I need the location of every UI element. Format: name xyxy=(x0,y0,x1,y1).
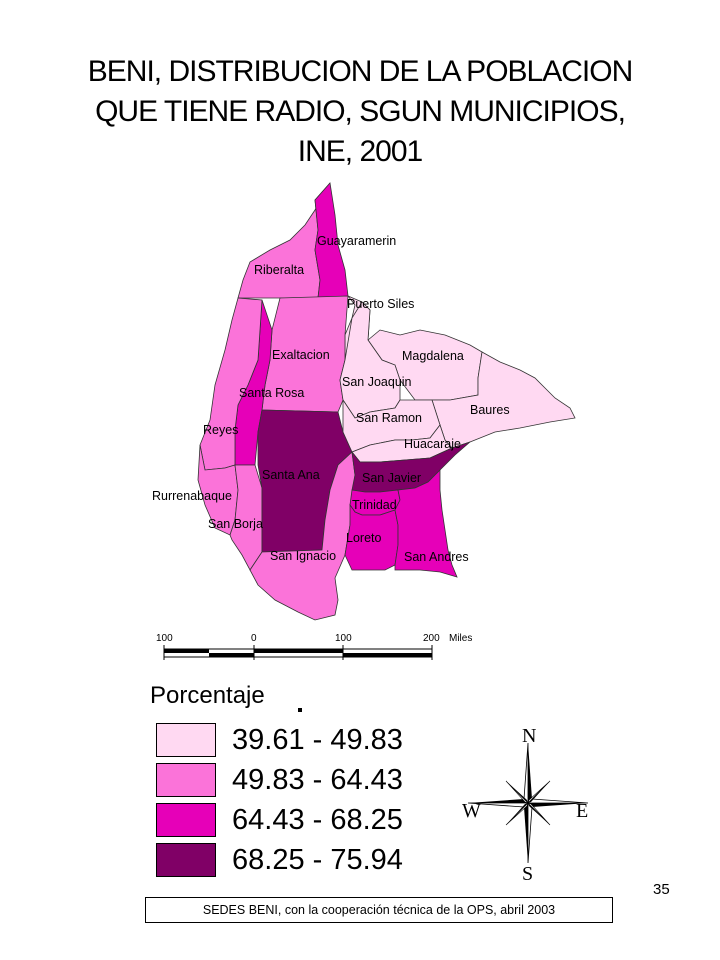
label-san-javier: San Javier xyxy=(362,471,421,485)
label-magdalena: Magdalena xyxy=(402,349,464,363)
legend-dot xyxy=(298,708,302,712)
label-riberalta: Riberalta xyxy=(254,263,304,277)
page-number: 35 xyxy=(653,881,670,898)
label-santa-rosa: Santa Rosa xyxy=(239,386,304,400)
scale-unit: Miles xyxy=(449,633,472,644)
scale-label-100-right: 100 xyxy=(335,633,352,644)
scale-label-200: 200 xyxy=(423,633,440,644)
label-san-ignacio: San Ignacio xyxy=(270,549,336,563)
legend-swatch-2 xyxy=(156,763,216,797)
scale-label-100-left: 100 xyxy=(156,633,173,644)
compass-n: N xyxy=(522,725,536,747)
legend-range-2: 49.83 - 64.43 xyxy=(232,764,403,796)
compass-w: W xyxy=(462,800,481,822)
label-santa-ana: Santa Ana xyxy=(262,468,320,482)
label-san-ramon: San Ramon xyxy=(356,411,422,425)
label-baures: Baures xyxy=(470,403,510,417)
legend-range-1: 39.61 - 49.83 xyxy=(232,724,403,756)
region-san-borja[interactable] xyxy=(229,464,263,571)
label-san-joaquin: San Joaquin xyxy=(342,375,412,389)
municipality-polygons xyxy=(197,182,576,621)
compass-e: E xyxy=(576,800,588,822)
legend-swatch-3 xyxy=(156,803,216,837)
compass-rose xyxy=(467,742,589,864)
scale-bar: 100 0 100 200 Miles xyxy=(156,633,472,660)
legend-range-4: 68.25 - 75.94 xyxy=(232,844,403,876)
region-san-andres[interactable] xyxy=(394,469,458,578)
label-reyes: Reyes xyxy=(203,423,238,437)
source-credit: SEDES BENI, con la cooperación técnica d… xyxy=(145,897,613,923)
legend-range-3: 64.43 - 68.25 xyxy=(232,804,403,836)
compass-s: S xyxy=(522,863,533,885)
legend-swatch-1 xyxy=(156,723,216,757)
label-rurrenabaque: Rurrenabaque xyxy=(152,489,232,503)
map-title-line-3: INE, 2001 xyxy=(297,135,423,168)
municipality-labels: Guayaramerin Riberalta Puerto Siles Exal… xyxy=(152,234,510,564)
label-exaltacion: Exaltacion xyxy=(272,348,330,362)
legend-swatch-4 xyxy=(156,843,216,877)
map-title-line-2: QUE TIENE RADIO, SGUN MUNICIPIOS, xyxy=(95,95,626,128)
label-san-borja: San Borja xyxy=(208,517,263,531)
label-trinidad: Trinidad xyxy=(352,498,397,512)
label-huacaraje: Huacaraje xyxy=(404,437,461,451)
label-guayaramerin: Guayaramerin xyxy=(317,234,396,248)
label-san-andres: San Andres xyxy=(404,550,469,564)
legend-title: Porcentaje xyxy=(150,682,265,709)
label-loreto: Loreto xyxy=(346,531,381,545)
region-baures[interactable] xyxy=(431,351,576,449)
label-puerto-siles: Puerto Siles xyxy=(347,297,414,311)
scale-label-0: 0 xyxy=(251,633,257,644)
map-title-line-1: BENI, DISTRIBUCION DE LA POBLACION xyxy=(87,55,633,88)
map-title: BENI, DISTRIBUCION DE LA POBLACION QUE T… xyxy=(60,52,660,172)
